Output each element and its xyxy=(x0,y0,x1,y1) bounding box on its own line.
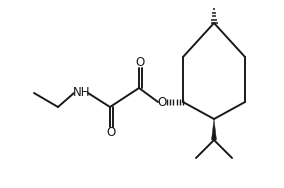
Text: NH: NH xyxy=(73,86,91,99)
Text: O: O xyxy=(157,96,167,108)
Text: O: O xyxy=(106,127,116,139)
Polygon shape xyxy=(212,119,216,140)
Text: O: O xyxy=(135,55,145,68)
